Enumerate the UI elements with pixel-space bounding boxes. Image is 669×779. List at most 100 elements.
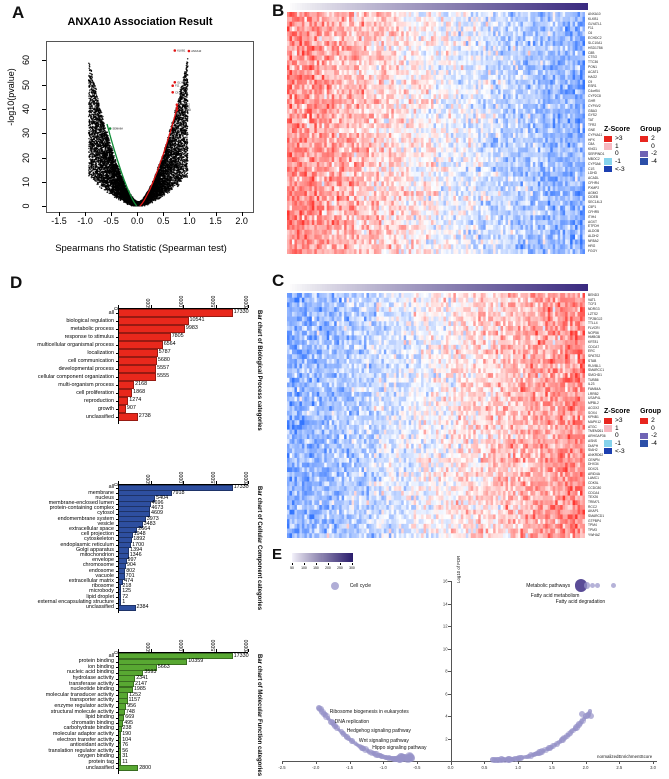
bar-xtickmark: [118, 305, 119, 308]
bar-category-tick: [115, 488, 118, 490]
gsea-xtick-label: -1.0: [380, 765, 387, 770]
gene-label: SMARCC1: [588, 368, 606, 373]
gene-label: SLC10A1: [588, 41, 605, 46]
colorbar-tick-label: 100: [301, 566, 307, 570]
gene-label: NOP56: [588, 331, 606, 336]
gsea-xtickmark: [450, 761, 452, 764]
bar-category-label: carbohydrate binding: [0, 725, 114, 731]
bar-category-tick: [115, 529, 118, 531]
bar-category-label: protein-containing complex: [0, 505, 114, 511]
bar-category-label: membrane-enclosed lumen: [0, 500, 114, 506]
bar-category-tick: [115, 762, 118, 764]
legend-label: >3: [615, 417, 623, 424]
bar-row: 1700: [118, 542, 288, 549]
bar-value-label: 218: [122, 583, 131, 589]
panel-c-heatmap: C BEND3 VAT1 TCF3 NDRG3 LZTS2 TP2BGJ2 TTLL4 FLV…: [272, 270, 669, 542]
gene-label: CYP3A6: [588, 162, 605, 167]
legend-swatch: [640, 135, 649, 143]
bar-value-label: 5787: [159, 350, 171, 356]
gene-label: TTLL4: [588, 321, 606, 326]
gsea-ytick-label: 6: [439, 691, 447, 696]
bar-value-label: 5557: [157, 366, 169, 372]
panel-b-heatmap: B ANXA10 KLKB1 GLYATL1 F11 C6 ECHDC2 SLC10A1 HS…: [272, 0, 669, 268]
gene-label: ITIH4: [588, 215, 605, 220]
bar-category-label: unclassified: [0, 414, 114, 420]
bar-category-label: ribosome: [0, 583, 114, 589]
gene-label: C4orf54: [588, 89, 605, 94]
bar-value-label: 7805: [172, 334, 184, 340]
gene-label: HAO2: [588, 75, 605, 80]
gsea-ytick-label: 12: [439, 624, 448, 629]
gene-label: MAPK12: [588, 420, 606, 425]
bar-value-label: 495: [124, 720, 133, 726]
gene-label: CFHR4: [588, 181, 605, 186]
gsea-xtickmark: [585, 761, 587, 764]
gsea-bubble: [330, 581, 339, 590]
bar-value-label: 701: [126, 573, 135, 579]
bar-category-tick: [115, 417, 118, 419]
bar-xtickmark: [248, 305, 249, 308]
bar-xtickmark: [215, 649, 217, 652]
bar-category-label: structural molecule activity: [0, 709, 114, 715]
legend-swatch: [604, 440, 612, 447]
bar-value-label: 2800: [139, 765, 151, 771]
bar-chart-title: Bar chart of Biological Process categori…: [256, 310, 262, 431]
bar-category-label: hydrolase activity: [0, 675, 114, 681]
bar-xtickmark: [183, 649, 184, 652]
bar-category-label: transferase activity: [0, 681, 114, 687]
bar-category-label: chromatin binding: [0, 720, 114, 726]
bar-value-label: 1394: [130, 547, 142, 553]
gene-label: LZTS2: [588, 312, 606, 317]
bar-category-label: metabolic process: [0, 326, 114, 332]
bar-category-tick: [115, 369, 118, 371]
legend-swatch: [604, 447, 612, 455]
bar-value-label: 1157: [129, 697, 141, 703]
bar-category-tick: [115, 534, 118, 536]
bar-category-label: protein binding: [0, 658, 114, 664]
bar-category-tick: [115, 592, 118, 594]
bar-category-label: biological regulation: [0, 318, 114, 324]
volcano-ytickmark: [42, 84, 46, 86]
bar-value-label: 1252: [129, 692, 141, 698]
volcano-plot-area: KLKB1 ANXA10 GLYATL1 F11 C6 ECHDC2 SLC10A1 HSD1…: [46, 41, 254, 213]
bar-category-label: unclassified: [0, 604, 114, 610]
gene-label: ACADL: [588, 176, 605, 181]
gsea-xtick-label: 0.5: [481, 765, 487, 770]
bar-value-label: 6564: [164, 342, 176, 348]
bar-value-label: 2384: [137, 604, 149, 610]
gene-label: HSD17B6: [588, 46, 605, 51]
volcano-xtickmark: [163, 212, 165, 216]
colorbar-tick-label: 250: [337, 566, 343, 570]
legend-row: >3: [604, 135, 630, 143]
bar-category-label: lipid binding: [0, 714, 114, 720]
gene-label: TPM3: [588, 528, 606, 533]
bar-category-tick: [115, 345, 118, 347]
legend-swatch: [640, 432, 649, 440]
bar-value-label: 238: [123, 725, 132, 731]
bar-left-axis: [118, 652, 119, 774]
bar-xtickmark: [183, 305, 184, 308]
bar-category-tick: [115, 321, 118, 323]
bar-value-label: 3593: [144, 669, 156, 675]
gene-label: ERC: [588, 349, 606, 354]
gene-label: SPATS2: [588, 354, 606, 359]
bar-category-tick: [115, 540, 118, 542]
bar-category-label: membrane: [0, 490, 114, 496]
legend-label: 0: [615, 432, 619, 439]
legend-row: 2: [640, 135, 661, 143]
bar-category-tick: [115, 409, 118, 411]
gene-label: AGMO: [588, 191, 605, 196]
gsea-xtick-label: 2.0: [583, 765, 589, 770]
gsea-y-axis: [450, 581, 452, 765]
bar-value-label: 1948: [134, 531, 146, 537]
gsea-ytick-label: 2: [439, 736, 447, 741]
legend-label: -4: [651, 158, 657, 165]
bar-category-label: cell communication: [0, 358, 114, 364]
bar-category-label: endosome: [0, 568, 114, 574]
gsea-ytickmark: [448, 716, 451, 717]
bar-value-label: 10541: [190, 318, 205, 324]
gsea-xtick-label: -1.5: [346, 765, 353, 770]
gene-label: ASNS: [588, 439, 606, 444]
bar-value-label: 5404: [156, 495, 168, 501]
legend-label: 2: [651, 417, 655, 424]
